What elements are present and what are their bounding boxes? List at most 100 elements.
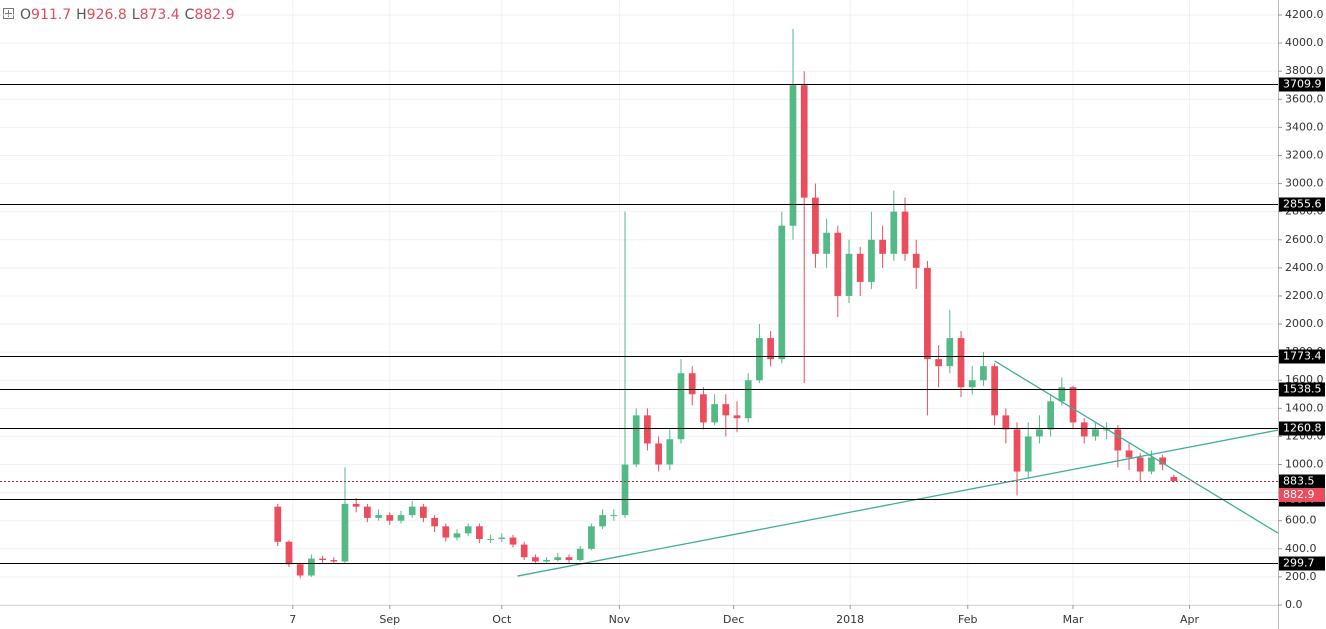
y-tick-label: 200.0	[1285, 570, 1317, 583]
candle	[386, 512, 394, 525]
candle	[431, 515, 438, 532]
candle-body	[1069, 387, 1077, 423]
level-label: 2855.6	[1283, 198, 1322, 211]
candle	[1047, 394, 1054, 437]
candle	[677, 359, 685, 444]
level-tag	[1279, 556, 1325, 571]
legend-value: 873.4	[140, 7, 180, 23]
level-tag	[1279, 382, 1325, 397]
y-tick-label: 4000.0	[1285, 36, 1324, 49]
candle-body	[1013, 429, 1021, 472]
legend-key: C	[185, 7, 195, 23]
candle	[554, 553, 562, 562]
plot	[274, 29, 1178, 579]
candle	[453, 529, 461, 541]
candle-body	[890, 211, 898, 254]
candle-body	[991, 366, 998, 416]
level-label: 1260.8	[1283, 422, 1322, 435]
candle-body	[1170, 476, 1178, 481]
y-tick-label: 3200.0	[1285, 148, 1324, 161]
candle-body	[610, 515, 618, 517]
candle	[722, 394, 730, 437]
level-label: 1538.5	[1283, 383, 1322, 396]
candle	[845, 239, 853, 303]
y-tick-label: 600.0	[1285, 514, 1317, 527]
candle	[487, 534, 494, 544]
candle-body	[274, 506, 282, 542]
candle-body	[935, 359, 942, 367]
candle-body	[386, 515, 394, 521]
x-tick-label: Sep	[379, 613, 400, 626]
level-label: 3709.9	[1283, 78, 1322, 91]
level-label: 883.5	[1283, 475, 1315, 488]
y-tick-label: 2000.0	[1285, 317, 1324, 330]
candle	[711, 394, 718, 426]
candle	[1103, 422, 1110, 440]
candle	[856, 246, 864, 296]
candle-body	[1092, 429, 1099, 437]
candle	[666, 429, 674, 471]
x-tick-label: Mar	[1063, 613, 1084, 626]
candle	[655, 436, 662, 472]
candle	[476, 523, 483, 544]
candle-body	[565, 557, 573, 561]
candle	[1024, 422, 1032, 479]
candle-body	[375, 515, 382, 518]
candle	[1069, 385, 1077, 430]
candle-body	[632, 415, 640, 465]
y-tick-label: 2200.0	[1285, 289, 1324, 302]
candle-body	[1148, 457, 1155, 472]
candle	[935, 345, 942, 388]
candle	[1002, 408, 1010, 444]
candle	[1013, 422, 1021, 496]
candle	[576, 546, 584, 562]
candle	[1036, 415, 1043, 444]
candle-body	[845, 253, 853, 296]
candle-body	[341, 503, 349, 562]
y-tick-label: 3400.0	[1285, 120, 1324, 133]
last-price-label: 882.9	[1283, 488, 1315, 501]
candle-body	[285, 541, 293, 565]
candle-body	[1002, 415, 1010, 430]
candle-body	[319, 558, 326, 561]
candle-body	[800, 85, 808, 198]
menu-icon[interactable]	[3, 8, 14, 19]
candle-body	[946, 338, 954, 367]
candle-body	[1036, 429, 1043, 437]
candle	[991, 363, 998, 426]
candle-body	[1136, 457, 1144, 472]
candle	[688, 366, 696, 406]
candle-body	[644, 415, 651, 444]
candle-body	[1125, 450, 1133, 458]
x-tick-label: Oct	[492, 613, 512, 626]
candle-body	[588, 526, 595, 549]
x-tick-label: Dec	[723, 613, 744, 626]
level-tag	[1279, 474, 1325, 489]
candle-body	[812, 197, 819, 254]
candle-body	[957, 338, 965, 388]
y-tick-label: 3800.0	[1285, 64, 1324, 77]
candle	[420, 503, 427, 523]
candle	[733, 401, 741, 433]
icon-box	[3, 8, 14, 19]
candle-body	[498, 537, 506, 539]
candle-body	[688, 373, 696, 395]
legend-key: O	[20, 7, 31, 23]
candle-body	[677, 373, 685, 440]
level-tag	[1279, 421, 1325, 436]
candle	[812, 183, 819, 268]
candle	[744, 373, 752, 423]
candle-body	[1103, 429, 1110, 431]
candle	[599, 509, 606, 530]
candle	[285, 540, 293, 568]
candle	[823, 218, 830, 268]
candle-body	[408, 506, 416, 516]
candle	[274, 503, 282, 546]
candle-body	[767, 338, 774, 360]
candle-body	[520, 544, 528, 558]
legend-key: L	[132, 7, 140, 23]
candle	[509, 534, 517, 548]
candle-body	[1114, 429, 1122, 451]
candle	[946, 310, 954, 374]
